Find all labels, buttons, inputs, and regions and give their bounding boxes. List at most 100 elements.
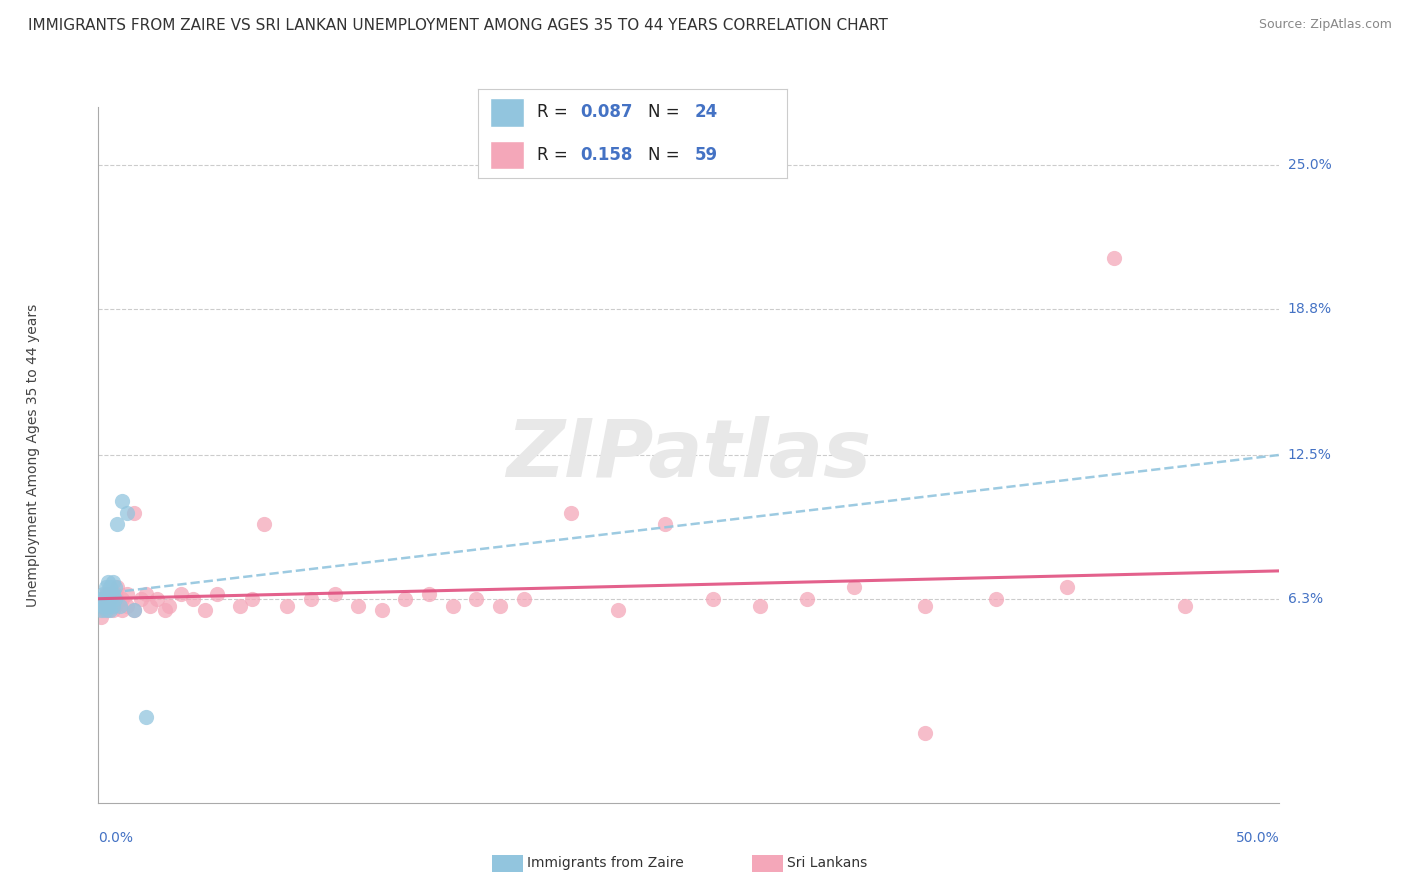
Text: Sri Lankans: Sri Lankans xyxy=(787,856,868,871)
Point xyxy=(98,587,121,601)
Point xyxy=(101,575,124,590)
Point xyxy=(153,603,176,617)
Point xyxy=(129,591,152,606)
Point xyxy=(1174,599,1197,613)
Point xyxy=(105,517,128,532)
Text: IMMIGRANTS FROM ZAIRE VS SRI LANKAN UNEMPLOYMENT AMONG AGES 35 TO 44 YEARS CORRE: IMMIGRANTS FROM ZAIRE VS SRI LANKAN UNEM… xyxy=(28,18,889,33)
Point xyxy=(139,599,162,613)
Point xyxy=(111,603,134,617)
Point xyxy=(98,591,121,606)
Point xyxy=(94,594,117,608)
Point xyxy=(104,599,127,613)
Point xyxy=(101,599,124,613)
Point xyxy=(104,580,127,594)
Text: Source: ZipAtlas.com: Source: ZipAtlas.com xyxy=(1258,18,1392,31)
Point xyxy=(194,603,217,617)
Text: 25.0%: 25.0% xyxy=(1288,158,1331,172)
Text: Unemployment Among Ages 35 to 44 years: Unemployment Among Ages 35 to 44 years xyxy=(27,303,41,607)
Point xyxy=(914,599,936,613)
Point xyxy=(157,599,180,613)
Point xyxy=(115,599,138,613)
Point xyxy=(205,587,228,601)
Point xyxy=(441,599,464,613)
Text: 6.3%: 6.3% xyxy=(1288,591,1323,606)
Point xyxy=(181,591,204,606)
Point xyxy=(654,517,676,532)
Point xyxy=(97,599,120,613)
Point xyxy=(607,603,630,617)
Point xyxy=(560,506,582,520)
Point xyxy=(323,587,346,601)
Bar xyxy=(491,141,524,169)
Point xyxy=(94,580,117,594)
Point xyxy=(418,587,440,601)
Point xyxy=(94,603,117,617)
Point xyxy=(105,580,128,594)
Point xyxy=(91,603,114,617)
Point xyxy=(276,599,298,613)
Text: 59: 59 xyxy=(695,146,717,164)
Point xyxy=(94,599,117,613)
Point xyxy=(90,599,112,613)
Point xyxy=(94,587,117,601)
Point xyxy=(105,591,128,606)
Point xyxy=(748,599,770,613)
Point xyxy=(98,599,121,613)
Text: 12.5%: 12.5% xyxy=(1288,448,1331,462)
Point xyxy=(465,591,488,606)
Point xyxy=(170,587,193,601)
Point xyxy=(702,591,724,606)
Point xyxy=(97,587,120,601)
Point xyxy=(489,599,512,613)
Point xyxy=(914,726,936,740)
Point xyxy=(394,591,416,606)
Text: 0.158: 0.158 xyxy=(581,146,633,164)
Point xyxy=(97,603,120,617)
Point xyxy=(115,587,138,601)
Point xyxy=(371,603,394,617)
Text: 0.087: 0.087 xyxy=(581,103,633,121)
Point xyxy=(229,599,252,613)
Bar xyxy=(491,98,524,127)
Point xyxy=(135,587,157,601)
Text: R =: R = xyxy=(537,146,572,164)
Point xyxy=(347,599,370,613)
Point xyxy=(111,591,134,606)
Point xyxy=(90,591,112,606)
Point xyxy=(104,591,127,606)
Point xyxy=(104,587,127,601)
Point xyxy=(240,591,263,606)
Point xyxy=(984,591,1007,606)
Text: N =: N = xyxy=(648,103,685,121)
Point xyxy=(135,710,157,724)
Point xyxy=(512,591,534,606)
Point xyxy=(108,599,131,613)
Point xyxy=(91,591,114,606)
Text: N =: N = xyxy=(648,146,685,164)
Point xyxy=(1056,580,1078,594)
Point xyxy=(796,591,818,606)
Point xyxy=(90,610,112,624)
Point xyxy=(115,506,138,520)
Point xyxy=(299,591,322,606)
Text: 0.0%: 0.0% xyxy=(98,830,134,845)
Point xyxy=(97,575,120,590)
Point xyxy=(122,603,145,617)
Point xyxy=(146,591,169,606)
Text: 18.8%: 18.8% xyxy=(1288,301,1331,316)
Point xyxy=(253,517,276,532)
Point xyxy=(91,599,114,613)
Point xyxy=(101,587,124,601)
Point xyxy=(97,591,120,606)
Point xyxy=(1102,251,1125,265)
Point xyxy=(98,603,121,617)
Point xyxy=(101,603,124,617)
Text: 24: 24 xyxy=(695,103,718,121)
Point xyxy=(111,494,134,508)
Point xyxy=(91,587,114,601)
Point xyxy=(98,580,121,594)
Text: ZIPatlas: ZIPatlas xyxy=(506,416,872,494)
Point xyxy=(122,603,145,617)
Text: Immigrants from Zaire: Immigrants from Zaire xyxy=(527,856,683,871)
Point xyxy=(844,580,866,594)
